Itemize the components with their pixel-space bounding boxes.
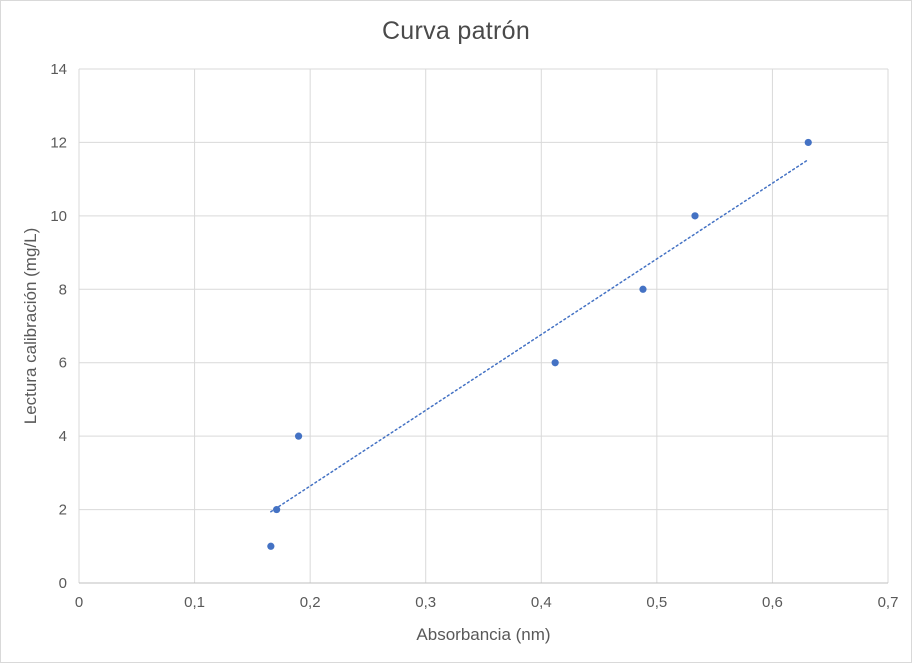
y-tick-label: 14 — [50, 61, 67, 78]
y-tick-label: 4 — [59, 428, 67, 445]
data-point[interactable] — [804, 138, 812, 147]
x-tick-label: 0,5 — [646, 594, 667, 611]
y-tick-label: 10 — [50, 208, 67, 225]
data-point[interactable] — [267, 542, 275, 550]
x-tick-label: 0,1 — [184, 594, 205, 611]
data-point[interactable] — [691, 212, 699, 220]
y-tick-label: 2 — [59, 502, 67, 519]
x-tick-label: 0,6 — [762, 594, 783, 611]
y-tick-label: 12 — [50, 134, 67, 151]
chart-title: Curva patrón — [381, 17, 531, 45]
x-tick-label: 0,3 — [415, 594, 436, 611]
y-tick-label: 8 — [59, 281, 67, 298]
y-tick-label: 0 — [59, 575, 67, 592]
x-tick-label: 0,2 — [300, 594, 321, 611]
trendline[interactable] — [270, 158, 810, 513]
x-axis-title: Absorbancia (nm) — [416, 625, 551, 644]
x-tick-label: 0 — [75, 594, 83, 611]
data-point[interactable] — [273, 505, 281, 514]
x-tick-label: 0,7 — [878, 594, 899, 611]
data-point[interactable] — [294, 432, 303, 440]
y-axis-title: Lectura calibración (mg/L) — [21, 227, 40, 425]
x-tick-label: 0,4 — [531, 594, 552, 611]
data-point[interactable] — [551, 359, 559, 367]
data-point[interactable] — [639, 285, 647, 293]
y-tick-label: 6 — [59, 355, 67, 372]
